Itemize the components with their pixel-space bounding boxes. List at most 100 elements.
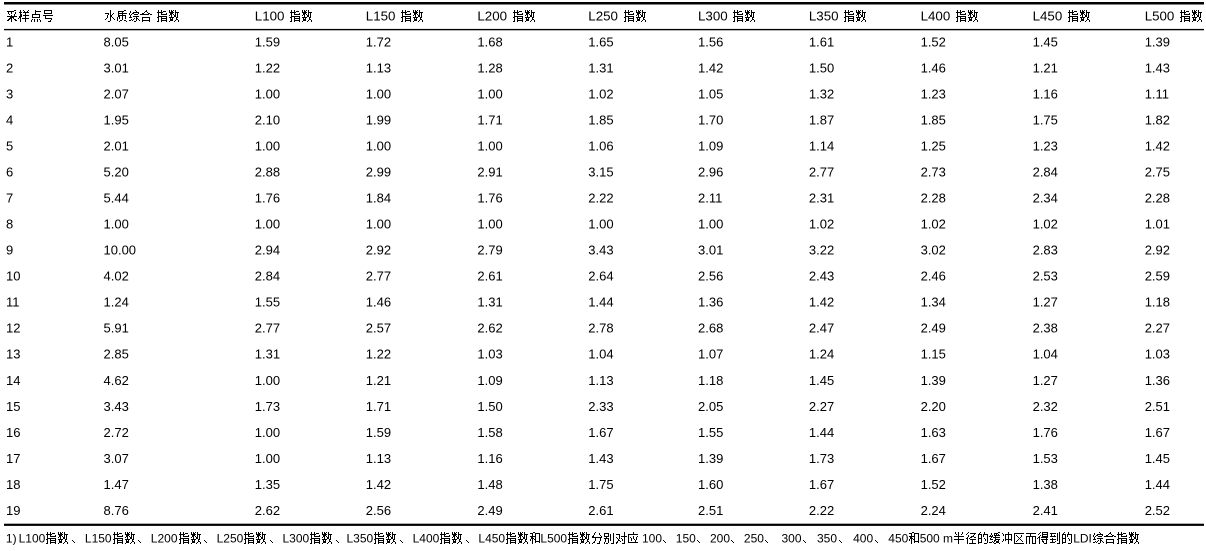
svg-text:2.22: 2.22 — [588, 191, 613, 206]
svg-text:1.23: 1.23 — [1033, 139, 1058, 154]
svg-text:1.46: 1.46 — [921, 61, 946, 76]
svg-text:L400: L400 — [413, 532, 440, 546]
svg-text:3.43: 3.43 — [588, 243, 613, 258]
svg-text:1.55: 1.55 — [698, 425, 723, 440]
svg-text:1.55: 1.55 — [255, 295, 280, 310]
svg-text:2.41: 2.41 — [1033, 503, 1058, 518]
svg-text:2.61: 2.61 — [588, 503, 613, 518]
svg-text:L150: L150 — [366, 8, 396, 23]
svg-text:2.57: 2.57 — [366, 321, 391, 336]
svg-text:1.42: 1.42 — [1145, 139, 1170, 154]
svg-text:19: 19 — [6, 503, 20, 518]
svg-text:1.00: 1.00 — [477, 87, 502, 102]
svg-text:2.53: 2.53 — [1033, 269, 1058, 284]
svg-text:2.88: 2.88 — [255, 165, 280, 180]
svg-text:1.01: 1.01 — [1145, 217, 1170, 232]
svg-text:L500: L500 — [1145, 8, 1175, 23]
svg-text:2.38: 2.38 — [1033, 321, 1058, 336]
svg-text:8.05: 8.05 — [104, 35, 129, 50]
svg-text:1.76: 1.76 — [477, 191, 502, 206]
svg-text:2.27: 2.27 — [809, 399, 834, 414]
svg-text:2.11: 2.11 — [698, 191, 722, 206]
svg-text:1.42: 1.42 — [809, 295, 834, 310]
svg-text:13: 13 — [6, 347, 20, 362]
svg-text:14: 14 — [6, 373, 20, 388]
svg-text:1.27: 1.27 — [1033, 373, 1058, 388]
svg-text:1.05: 1.05 — [698, 87, 723, 102]
svg-text:1.06: 1.06 — [588, 139, 613, 154]
svg-text:400: 400 — [853, 532, 873, 546]
svg-text:17: 17 — [6, 451, 20, 466]
svg-text:3.01: 3.01 — [698, 243, 723, 258]
svg-text:1.44: 1.44 — [588, 295, 613, 310]
svg-text:1.04: 1.04 — [1033, 347, 1058, 362]
svg-text:15: 15 — [6, 399, 20, 414]
svg-text:2.33: 2.33 — [588, 399, 613, 414]
svg-text:2.34: 2.34 — [1033, 191, 1058, 206]
svg-text:2.47: 2.47 — [809, 321, 834, 336]
svg-text:1.09: 1.09 — [477, 373, 502, 388]
svg-text:L400: L400 — [921, 8, 951, 23]
svg-text:1.35: 1.35 — [255, 477, 280, 492]
svg-text:1: 1 — [6, 35, 13, 50]
svg-text:1.84: 1.84 — [366, 191, 391, 206]
svg-text:2.20: 2.20 — [921, 399, 946, 414]
svg-text:1.36: 1.36 — [698, 295, 723, 310]
svg-text:2.77: 2.77 — [255, 321, 280, 336]
svg-text:2.51: 2.51 — [698, 503, 723, 518]
svg-text:1.42: 1.42 — [698, 61, 723, 76]
svg-text:5: 5 — [6, 139, 13, 154]
svg-text:1.68: 1.68 — [477, 35, 502, 50]
svg-text:1.71: 1.71 — [366, 399, 391, 414]
svg-text:1.16: 1.16 — [477, 451, 502, 466]
svg-text:2.78: 2.78 — [588, 321, 613, 336]
svg-text:2.83: 2.83 — [1033, 243, 1058, 258]
svg-text:1.11: 1.11 — [1145, 87, 1169, 102]
svg-text:10.00: 10.00 — [104, 243, 137, 258]
svg-text:2.10: 2.10 — [255, 113, 280, 128]
svg-text:1.76: 1.76 — [1033, 425, 1058, 440]
svg-text:1.03: 1.03 — [477, 347, 502, 362]
svg-text:2.32: 2.32 — [1033, 399, 1058, 414]
svg-text:1.59: 1.59 — [366, 425, 391, 440]
svg-text:1.59: 1.59 — [255, 35, 280, 50]
svg-text:1.71: 1.71 — [477, 113, 502, 128]
svg-text:16: 16 — [6, 425, 20, 440]
svg-text:1.76: 1.76 — [255, 191, 280, 206]
svg-text:5.44: 5.44 — [104, 191, 129, 206]
svg-text:2.92: 2.92 — [1145, 243, 1170, 258]
svg-text:11: 11 — [6, 295, 20, 310]
svg-text:2.68: 2.68 — [698, 321, 723, 336]
svg-text:1.31: 1.31 — [255, 347, 280, 362]
svg-text:1.46: 1.46 — [366, 295, 391, 310]
svg-text:1.00: 1.00 — [255, 217, 280, 232]
svg-text:3.01: 3.01 — [104, 61, 129, 76]
svg-text:L250: L250 — [588, 8, 618, 23]
svg-text:1.00: 1.00 — [366, 87, 391, 102]
svg-text:1.39: 1.39 — [921, 373, 946, 388]
svg-text:1.45: 1.45 — [809, 373, 834, 388]
svg-text:1.24: 1.24 — [104, 295, 129, 310]
svg-text:200: 200 — [710, 532, 730, 546]
svg-text:6: 6 — [6, 165, 13, 180]
svg-text:350: 350 — [817, 532, 837, 546]
svg-text:L350: L350 — [347, 532, 374, 546]
svg-text:1.16: 1.16 — [1033, 87, 1058, 102]
svg-text:2.24: 2.24 — [921, 503, 946, 518]
svg-text:1.43: 1.43 — [588, 451, 613, 466]
svg-text:1.52: 1.52 — [921, 35, 946, 50]
svg-text:1.53: 1.53 — [1033, 451, 1058, 466]
svg-text:300: 300 — [782, 532, 802, 546]
svg-text:1.50: 1.50 — [809, 61, 834, 76]
svg-text:1.00: 1.00 — [104, 217, 129, 232]
svg-text:L450: L450 — [1033, 8, 1063, 23]
svg-text:3.15: 3.15 — [588, 165, 613, 180]
svg-text:1.21: 1.21 — [1033, 61, 1058, 76]
svg-text:150: 150 — [676, 532, 696, 546]
svg-text:LDI: LDI — [1073, 532, 1092, 546]
svg-text:2: 2 — [6, 61, 13, 76]
svg-text:2.27: 2.27 — [1145, 321, 1170, 336]
svg-text:1.85: 1.85 — [921, 113, 946, 128]
svg-text:1.03: 1.03 — [1145, 347, 1170, 362]
svg-text:1.43: 1.43 — [1145, 61, 1170, 76]
